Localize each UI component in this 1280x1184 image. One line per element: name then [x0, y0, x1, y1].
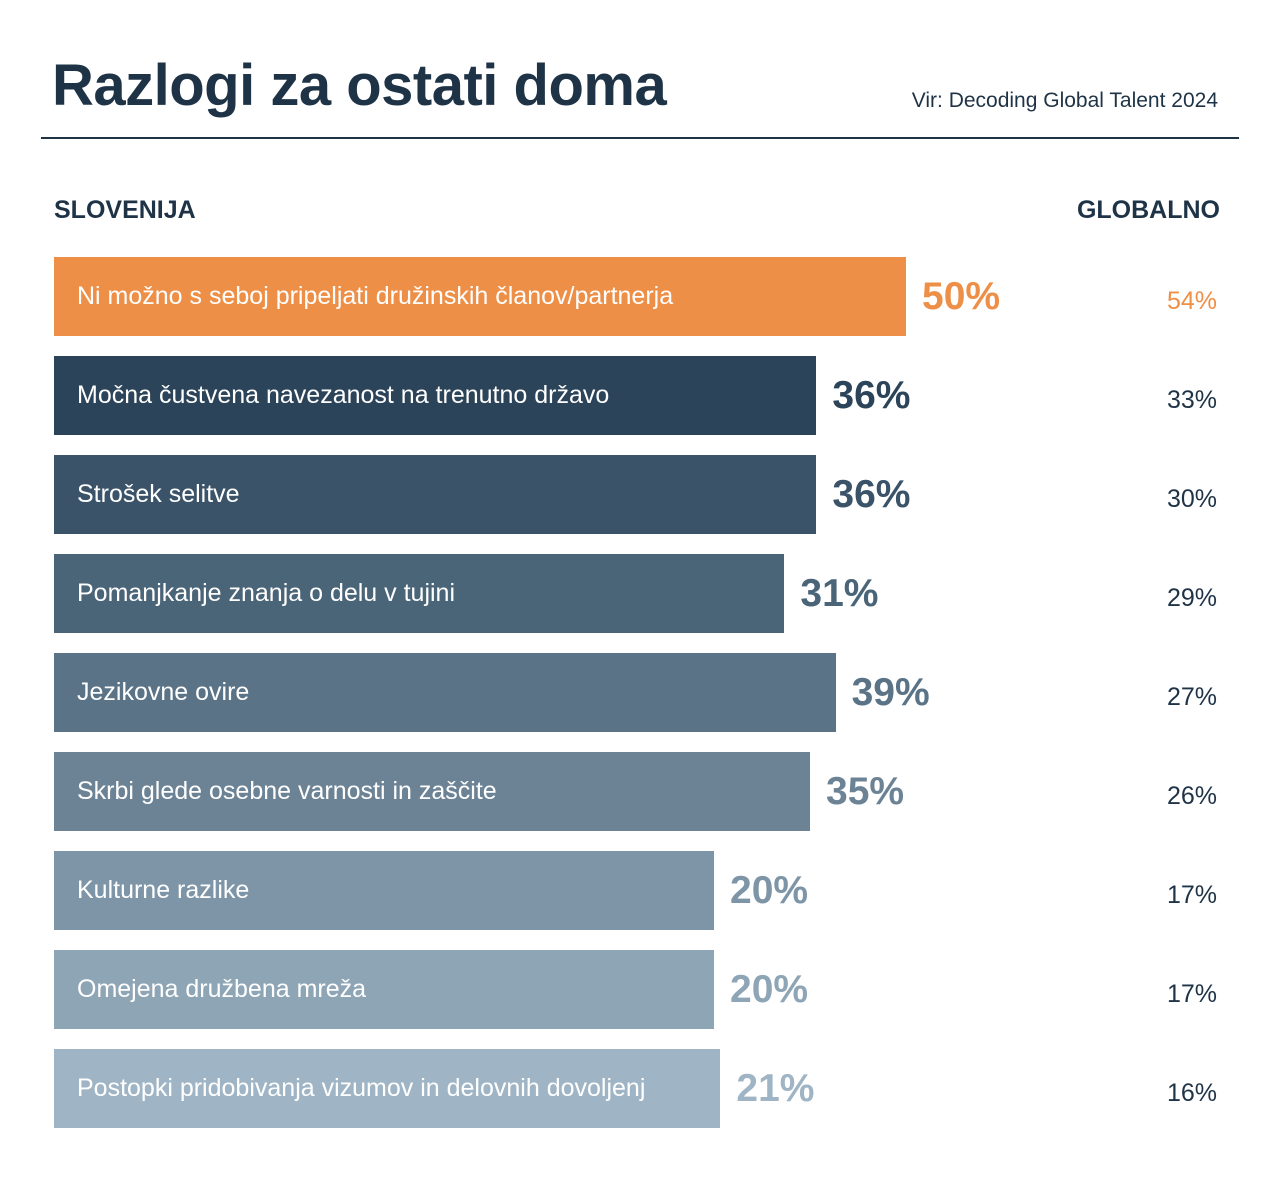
- bar-category-label: Strošek selitve: [77, 480, 240, 508]
- bar-slovenia: Pomanjkanje znanja o delu v tujini: [54, 554, 785, 633]
- bar-slovenia: Jezikovne ovire: [54, 653, 836, 732]
- column-header-slovenia: SLOVENIJA: [54, 196, 196, 224]
- value-label-global: 33%: [1166, 386, 1217, 414]
- bar-slovenia: Strošek selitve: [54, 455, 817, 534]
- bar-slovenia: Omejena družbena mreža: [54, 950, 714, 1029]
- value-label-global: 54%: [1166, 287, 1217, 315]
- bar-category-label: Močna čustvena navezanost na trenutno dr…: [77, 381, 610, 409]
- value-label-slovenia: 50%: [922, 275, 1001, 318]
- value-label-slovenia: 21%: [736, 1067, 815, 1110]
- value-label-slovenia: 35%: [826, 770, 905, 813]
- bar-category-label: Kulturne razlike: [77, 876, 250, 904]
- title-divider: [41, 137, 1239, 139]
- page-title: Razlogi za ostati doma: [52, 53, 667, 118]
- bar-category-label: Skrbi glede osebne varnosti in zaščite: [77, 777, 497, 805]
- value-label-slovenia: 36%: [832, 374, 911, 417]
- value-label-slovenia: 20%: [730, 968, 809, 1011]
- bar-category-label: Pomanjkanje znanja o delu v tujini: [77, 579, 456, 607]
- bar-category-label: Postopki pridobivanja vizumov in delovni…: [77, 1074, 646, 1102]
- bar-slovenia: Močna čustvena navezanost na trenutno dr…: [54, 356, 817, 435]
- value-label-slovenia: 39%: [851, 671, 930, 714]
- value-label-global: 29%: [1166, 584, 1217, 612]
- value-label-global: 16%: [1166, 1079, 1217, 1107]
- bar-slovenia: Skrbi glede osebne varnosti in zaščite: [54, 752, 810, 831]
- bar-slovenia: Postopki pridobivanja vizumov in delovni…: [54, 1049, 721, 1128]
- value-label-global: 30%: [1166, 485, 1217, 513]
- bar-slovenia: Kulturne razlike: [54, 851, 714, 930]
- bar-category-label: Jezikovne ovire: [77, 678, 250, 706]
- value-label-global: 26%: [1166, 782, 1217, 810]
- value-label-slovenia: 20%: [730, 869, 809, 912]
- source-note: Vir: Decoding Global Talent 2024: [911, 89, 1218, 112]
- bar-category-label: Omejena družbena mreža: [77, 975, 367, 1003]
- value-label-slovenia: 31%: [800, 572, 879, 615]
- value-label-global: 17%: [1166, 881, 1217, 909]
- column-header-global: GLOBALNO: [1076, 196, 1220, 224]
- value-label-global: 17%: [1166, 980, 1217, 1008]
- value-label-slovenia: 36%: [832, 473, 911, 516]
- bar-slovenia: Ni možno s seboj pripeljati družinskih č…: [54, 257, 906, 336]
- bar-category-label: Ni možno s seboj pripeljati družinskih č…: [77, 282, 674, 310]
- value-label-global: 27%: [1166, 683, 1217, 711]
